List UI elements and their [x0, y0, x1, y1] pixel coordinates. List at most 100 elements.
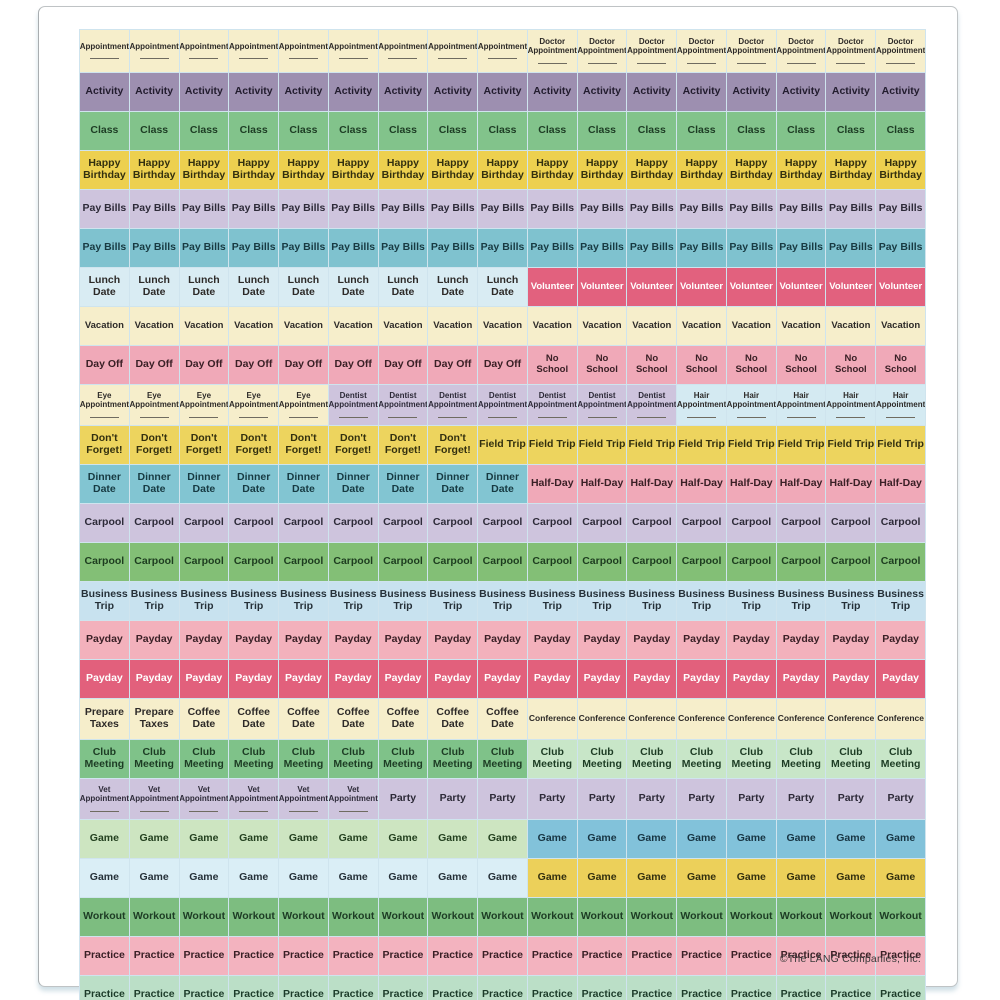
sticker-label: Game — [89, 871, 119, 884]
sticker-business-trip: Business Trip — [826, 582, 876, 620]
sticker-practice: Practice — [677, 937, 726, 975]
sticker-workout: Workout — [229, 898, 279, 936]
sticker-label: Pay Bills — [182, 202, 226, 215]
sticker-club-meeting: Club Meeting — [229, 740, 279, 778]
sticker-hair-appointment: Hair Appointment — [677, 385, 726, 425]
sticker-label: Field Trip — [578, 438, 626, 451]
sticker-label: Payday — [85, 672, 123, 685]
sticker-club-meeting: Club Meeting — [577, 740, 627, 778]
sticker-label: Pay Bills — [729, 202, 774, 215]
sticker-label: Carpool — [432, 516, 473, 529]
sticker-label: Game — [587, 871, 617, 884]
sticker-club-meeting: Club Meeting — [129, 740, 179, 778]
sticker-label: Class — [538, 124, 567, 137]
sticker-game: Game — [179, 859, 229, 897]
sticker-label: Field Trip — [877, 438, 924, 451]
sticker-label: Day Off — [135, 358, 173, 371]
sticker-label: Club Meeting — [532, 746, 573, 770]
sticker-game: Game — [627, 859, 677, 897]
sticker-grid: Appointment Appointment Appointment Appoint… — [79, 29, 926, 1000]
write-in-line — [886, 62, 916, 64]
sticker-label: Carpool — [184, 516, 224, 529]
sticker-label: Hair Appointment — [826, 391, 876, 409]
sticker-club-meeting: Club Meeting — [627, 740, 677, 778]
sticker-club-meeting: Club Meeting — [80, 740, 129, 778]
sticker-payday: Payday — [726, 621, 776, 659]
sticker-class: Class — [328, 112, 378, 150]
sticker-label: Game — [686, 832, 717, 845]
sticker-label: Appointment — [478, 41, 527, 51]
sticker-practice: Practice — [627, 976, 677, 1000]
sticker-vacation: Vacation — [726, 307, 776, 345]
sticker-label: Eye Appointment — [279, 391, 328, 409]
sticker-lunch-date: Lunch Date — [129, 268, 179, 306]
sticker-pay-bills: Pay Bills — [876, 229, 925, 267]
sticker-happy-birthday: Happy Birthday — [527, 151, 577, 189]
sticker-label: Activity — [533, 85, 572, 98]
sticker-eye-appointment: Eye Appointment — [179, 385, 229, 425]
sticker-label: Volunteer — [779, 280, 823, 292]
sticker-vacation: Vacation — [876, 307, 925, 345]
sticker-label: Business Trip — [81, 588, 128, 612]
sticker-pay-bills: Pay Bills — [279, 229, 328, 267]
sticker-activity: Activity — [328, 73, 378, 111]
sticker-party: Party — [478, 779, 527, 819]
sticker-label: Practice — [233, 988, 275, 1000]
sticker-label: Carpool — [184, 555, 224, 568]
sticker-label: Appointment — [229, 41, 279, 51]
sticker-label: Happy Birthday — [132, 157, 176, 181]
sticker-label: Vacation — [433, 319, 473, 331]
sticker-carpool: Carpool — [726, 543, 776, 581]
sticker-label: No School — [835, 353, 867, 375]
sticker-label: Club Meeting — [134, 746, 174, 770]
sticker-payday: Payday — [478, 660, 527, 698]
sticker-label: Game — [288, 871, 319, 884]
sticker-game: Game — [328, 859, 378, 897]
sticker-label: Vacation — [84, 319, 124, 331]
sticker-conference: Conference — [577, 699, 627, 739]
sticker-label: Pay Bills — [580, 202, 624, 215]
sticker-label: Game — [438, 832, 468, 845]
sticker-label: Half-Day — [530, 477, 574, 490]
sticker-carpool: Carpool — [279, 543, 328, 581]
sticker-label: Happy Birthday — [530, 157, 574, 181]
sticker-label: Day Off — [334, 358, 372, 371]
sticker-label: Carpool — [333, 516, 374, 529]
sticker-payday: Payday — [776, 660, 826, 698]
sticker-label: Vet Appointment — [229, 785, 279, 803]
sticker-label: Payday — [235, 672, 273, 685]
sticker-label: Carpool — [383, 555, 423, 568]
sticker-label: Vacation — [383, 319, 423, 331]
sticker-label: Prepare Taxes — [134, 706, 174, 730]
sticker-label: No School — [586, 353, 618, 375]
sticker-label: Payday — [434, 672, 472, 685]
sticker-label: Practice — [681, 949, 722, 962]
sticker-practice: Practice — [826, 937, 876, 975]
sticker-game: Game — [279, 820, 328, 858]
sticker-game: Game — [80, 820, 129, 858]
sticker-dinner-date: Dinner Date — [478, 465, 527, 503]
sticker-label: Club Meeting — [432, 746, 473, 770]
sticker-label: Carpool — [681, 516, 722, 529]
sticker-label: Business Trip — [130, 588, 178, 612]
sticker-payday: Payday — [428, 621, 478, 659]
sticker-business-trip: Business Trip — [428, 582, 478, 620]
sticker-label: Business Trip — [479, 588, 526, 612]
sticker-label: Carpool — [582, 516, 622, 529]
sticker-label: Dentist Appointment — [627, 391, 677, 409]
sticker-class: Class — [577, 112, 627, 150]
write-in-line — [687, 416, 717, 418]
sticker-eye-appointment: Eye Appointment — [129, 385, 179, 425]
sticker-game: Game — [826, 859, 876, 897]
sticker-carpool: Carpool — [328, 504, 378, 542]
sticker-hair-appointment: Hair Appointment — [876, 385, 925, 425]
sticker-label: Appointment — [378, 41, 428, 51]
sticker-pay-bills: Pay Bills — [229, 190, 279, 228]
sticker-label: Vacation — [632, 319, 672, 331]
sticker-label: Game — [388, 871, 418, 884]
sticker-carpool: Carpool — [478, 504, 527, 542]
sticker-label: Don't Forget! — [434, 432, 471, 456]
sticker-pay-bills: Pay Bills — [328, 229, 378, 267]
sticker-activity: Activity — [378, 73, 428, 111]
sticker-class: Class — [876, 112, 925, 150]
